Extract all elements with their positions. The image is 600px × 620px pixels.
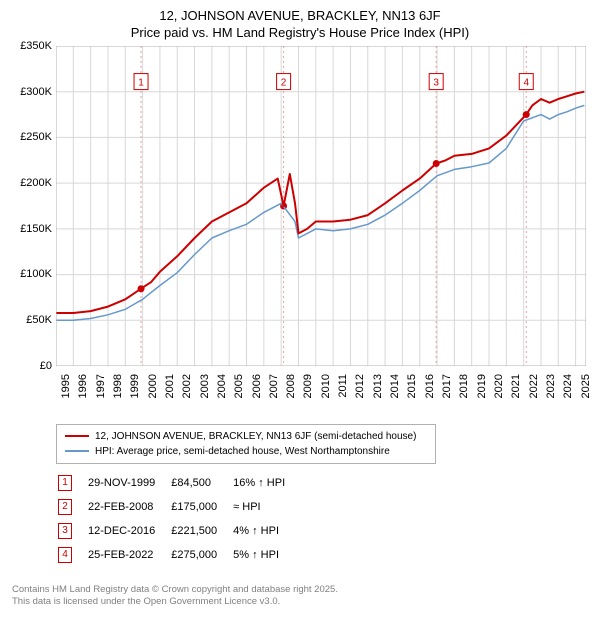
x-axis-label: 1999 — [129, 374, 141, 398]
footer-line2: This data is licensed under the Open Gov… — [12, 596, 600, 608]
x-axis-label: 2025 — [580, 374, 592, 398]
y-axis-label: £200K — [20, 177, 52, 189]
y-axis-label: £50K — [26, 314, 52, 326]
line-chart-svg: 1 2 3 4 — [56, 46, 586, 366]
x-axis-label: 2018 — [458, 374, 470, 398]
legend-swatch — [65, 435, 89, 437]
marker-price: £221,500 — [171, 520, 231, 542]
legend-swatch — [65, 450, 89, 452]
x-axis-label: 2000 — [147, 374, 159, 398]
x-axis-label: 2023 — [545, 374, 557, 398]
x-axis-label: 2016 — [424, 374, 436, 398]
marker-date: 25-FEB-2022 — [88, 544, 169, 566]
marker-number-box: 4 — [58, 547, 72, 563]
x-axis-label: 2019 — [476, 374, 488, 398]
x-axis-label: 2022 — [528, 374, 540, 398]
x-axis-label: 2007 — [268, 374, 280, 398]
legend: 12, JOHNSON AVENUE, BRACKLEY, NN13 6JF (… — [56, 424, 436, 464]
svg-text:4: 4 — [523, 77, 529, 88]
chart-title-line2: Price paid vs. HM Land Registry's House … — [12, 25, 588, 40]
chart-container: 12, JOHNSON AVENUE, BRACKLEY, NN13 6JF P… — [0, 0, 600, 576]
marker-price: £84,500 — [171, 472, 231, 494]
marker-delta: 5% ↑ HPI — [233, 544, 299, 566]
chart-title-line1: 12, JOHNSON AVENUE, BRACKLEY, NN13 6JF — [12, 8, 588, 25]
x-axis-label: 2008 — [285, 374, 297, 398]
x-axis-label: 2010 — [320, 374, 332, 398]
x-axis-label: 2013 — [372, 374, 384, 398]
x-axis-label: 2014 — [389, 374, 401, 398]
x-axis-label: 2009 — [302, 374, 314, 398]
x-axis-label: 1995 — [60, 374, 72, 398]
y-axis-label: £250K — [20, 131, 52, 143]
y-axis-label: £0 — [40, 360, 52, 372]
x-axis-label: 1997 — [95, 374, 107, 398]
legend-label: HPI: Average price, semi-detached house,… — [95, 444, 390, 459]
x-axis-label: 2015 — [406, 374, 418, 398]
marker-number-box: 1 — [58, 475, 72, 491]
footer-line1: Contains HM Land Registry data © Crown c… — [12, 584, 600, 596]
x-axis-label: 2011 — [337, 374, 349, 398]
x-axis-label: 2004 — [216, 374, 228, 398]
legend-item: 12, JOHNSON AVENUE, BRACKLEY, NN13 6JF (… — [65, 429, 427, 444]
x-axis-label: 2002 — [181, 374, 193, 398]
table-row: 4 25-FEB-2022£275,0005% ↑ HPI — [58, 544, 299, 566]
x-axis-label: 2012 — [354, 374, 366, 398]
marker-delta: 16% ↑ HPI — [233, 472, 299, 494]
chart-area: 1234 £0£50K£100K£150K£200K£250K£300K£350… — [12, 46, 588, 416]
x-axis-label: 2005 — [233, 374, 245, 398]
marker-price: £175,000 — [171, 496, 231, 518]
y-axis-label: £350K — [20, 40, 52, 52]
marker-price: £275,000 — [171, 544, 231, 566]
x-axis-label: 2006 — [251, 374, 263, 398]
x-axis-label: 2024 — [562, 374, 574, 398]
marker-delta: 4% ↑ HPI — [233, 520, 299, 542]
table-row: 1 29-NOV-1999£84,50016% ↑ HPI — [58, 472, 299, 494]
legend-item: HPI: Average price, semi-detached house,… — [65, 444, 427, 459]
x-axis-label: 1996 — [77, 374, 89, 398]
marker-date: 22-FEB-2008 — [88, 496, 169, 518]
legend-label: 12, JOHNSON AVENUE, BRACKLEY, NN13 6JF (… — [95, 429, 416, 444]
footer-attribution: Contains HM Land Registry data © Crown c… — [12, 584, 600, 609]
y-axis-label: £100K — [20, 268, 52, 280]
table-row: 2 22-FEB-2008£175,000≈ HPI — [58, 496, 299, 518]
y-axis-label: £150K — [20, 223, 52, 235]
marker-number-box: 3 — [58, 523, 72, 539]
x-axis-label: 2001 — [164, 374, 176, 398]
x-axis-label: 2003 — [199, 374, 211, 398]
marker-table: 1 29-NOV-1999£84,50016% ↑ HPI 2 22-FEB-2008… — [56, 470, 301, 568]
x-axis-label: 2017 — [441, 374, 453, 398]
marker-date: 29-NOV-1999 — [88, 472, 169, 494]
svg-text:1: 1 — [138, 77, 144, 88]
svg-text:3: 3 — [433, 77, 439, 88]
table-row: 3 12-DEC-2016£221,5004% ↑ HPI — [58, 520, 299, 542]
y-axis-label: £300K — [20, 86, 52, 98]
svg-text:2: 2 — [281, 77, 287, 88]
x-axis-label: 2021 — [510, 374, 522, 398]
marker-number-box: 2 — [58, 499, 72, 515]
marker-date: 12-DEC-2016 — [88, 520, 169, 542]
x-axis-label: 2020 — [493, 374, 505, 398]
x-axis-label: 1998 — [112, 374, 124, 398]
marker-delta: ≈ HPI — [233, 496, 299, 518]
